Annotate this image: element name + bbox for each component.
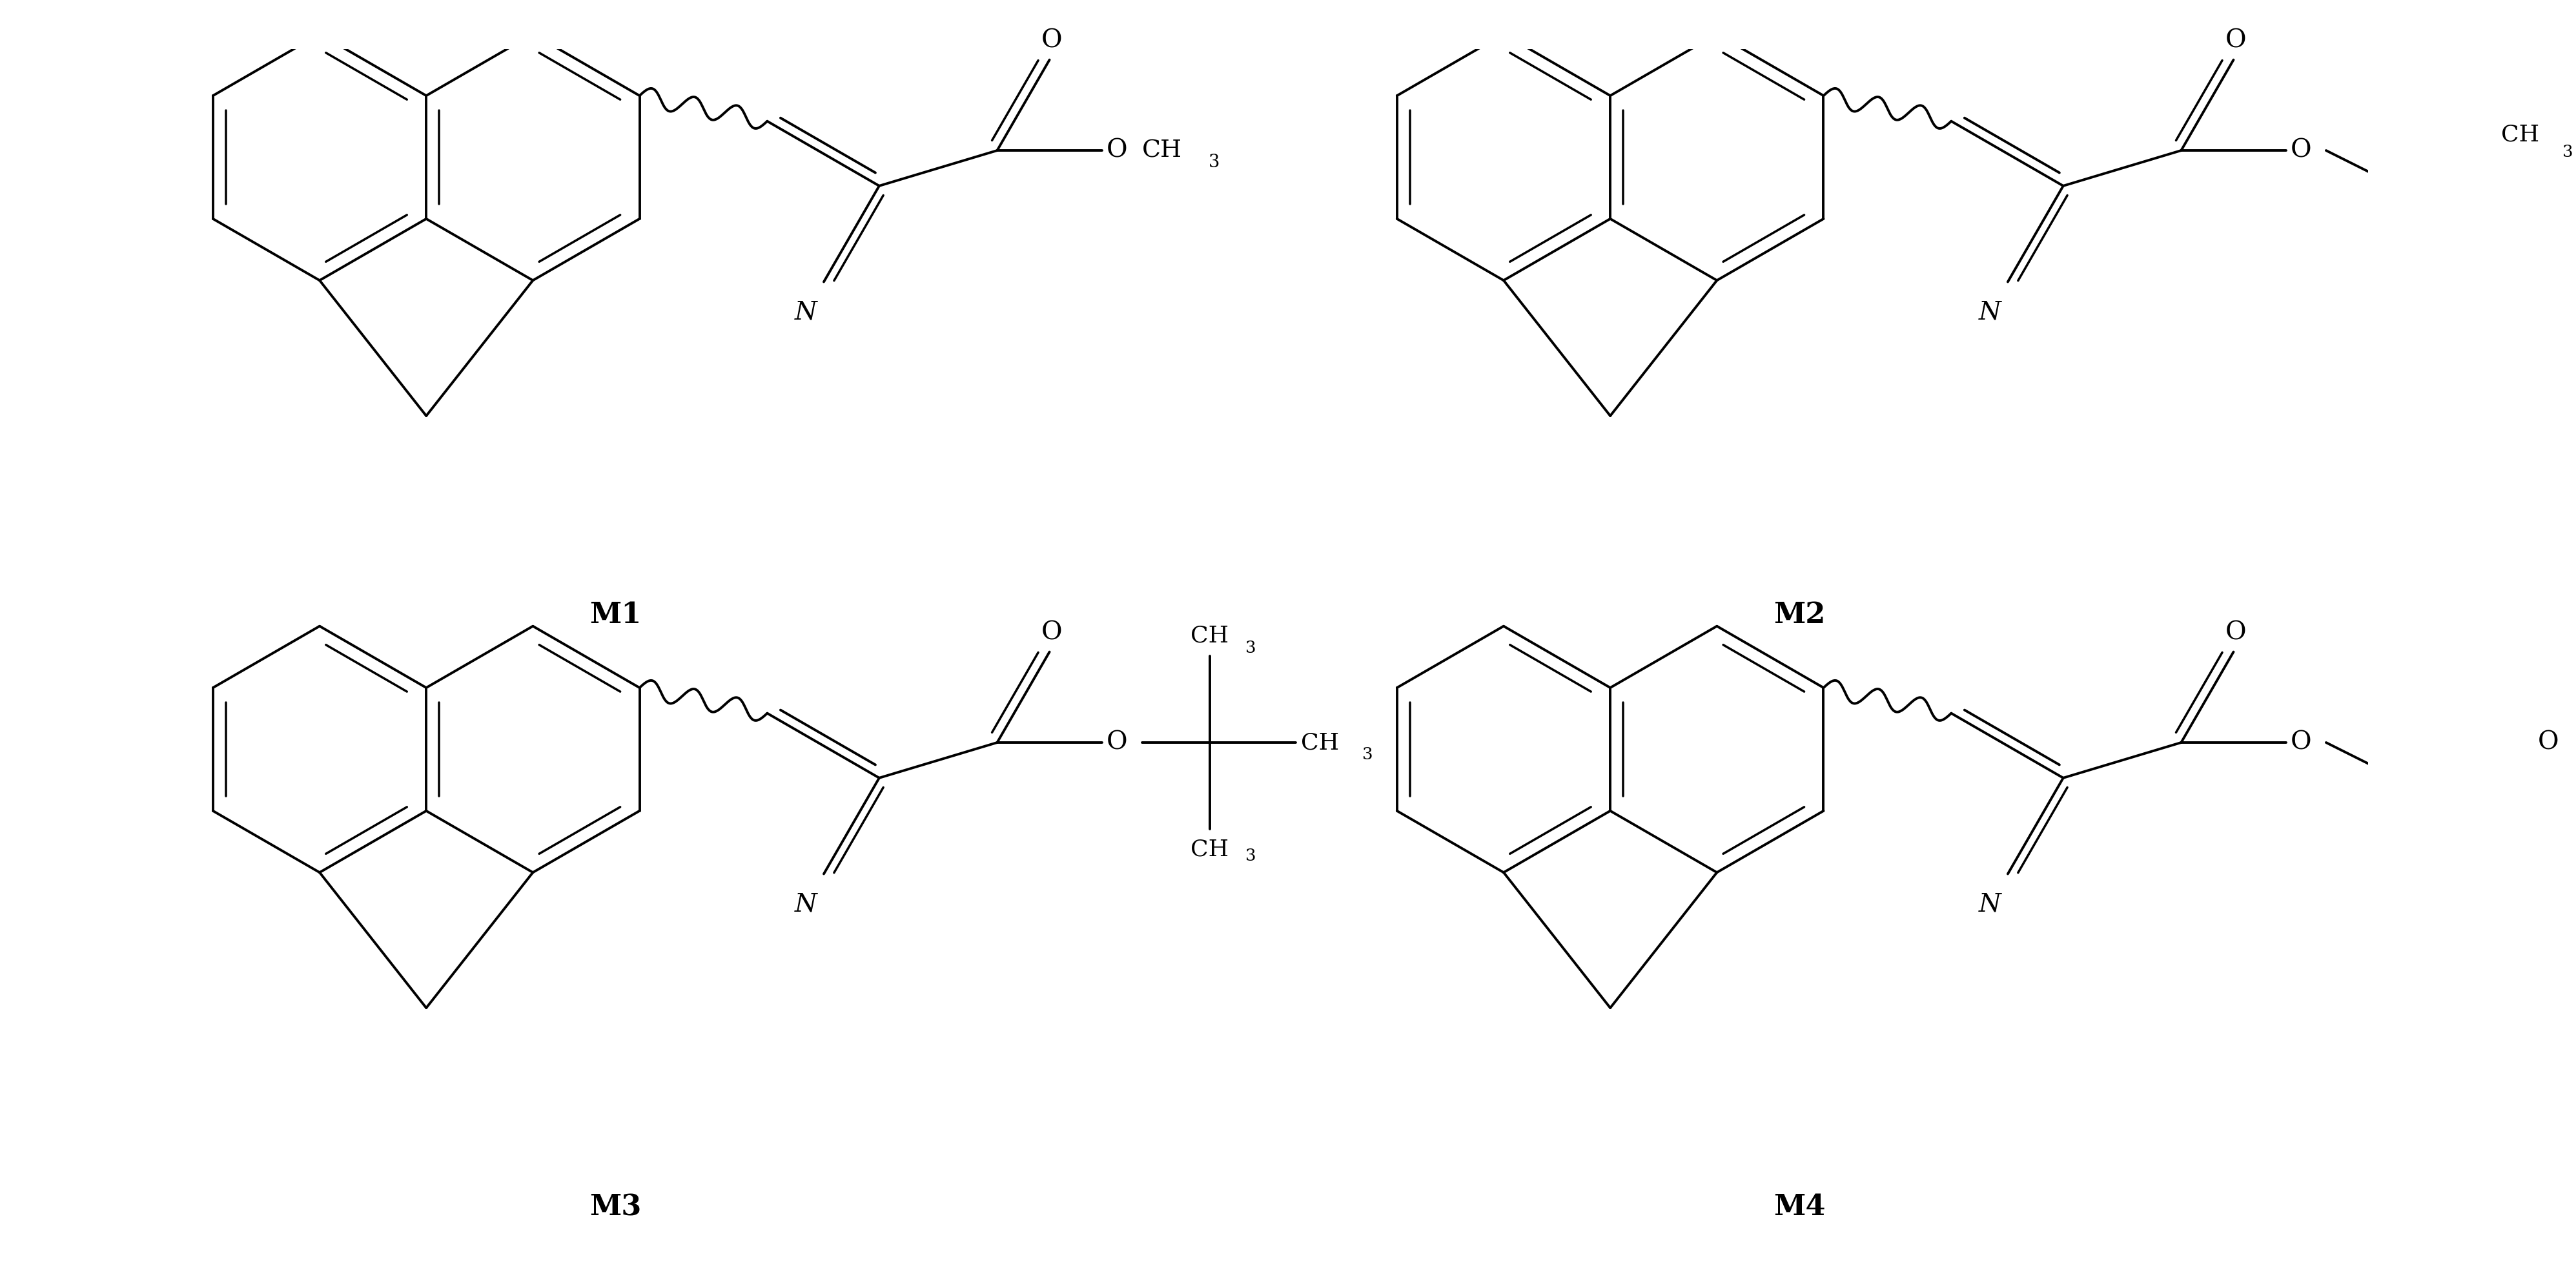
- Text: O: O: [1108, 730, 1128, 754]
- Text: O: O: [1108, 139, 1128, 163]
- Text: O: O: [2290, 139, 2311, 163]
- Text: O: O: [1041, 620, 1061, 644]
- Text: O: O: [2226, 620, 2246, 644]
- Text: CH: CH: [1190, 625, 1229, 647]
- Text: N: N: [1978, 893, 2002, 917]
- Text: 3: 3: [2563, 144, 2573, 160]
- Text: O: O: [1041, 29, 1061, 53]
- Text: O: O: [2226, 29, 2246, 53]
- Text: CH: CH: [2501, 124, 2540, 146]
- Text: N: N: [1978, 300, 2002, 324]
- Text: 3: 3: [1363, 747, 1373, 763]
- Text: N: N: [796, 893, 817, 917]
- Text: M2: M2: [1775, 601, 1826, 629]
- Text: CH: CH: [1141, 139, 1182, 163]
- Text: 3: 3: [1244, 641, 1257, 656]
- Text: M4: M4: [1775, 1193, 1826, 1221]
- Text: M3: M3: [590, 1193, 641, 1221]
- Text: 3: 3: [1208, 154, 1218, 171]
- Text: O: O: [2537, 730, 2558, 754]
- Text: M1: M1: [590, 601, 641, 629]
- Text: 3: 3: [1244, 847, 1257, 864]
- Text: N: N: [796, 300, 817, 324]
- Text: O: O: [2290, 730, 2311, 754]
- Text: CH: CH: [1301, 731, 1340, 754]
- Text: CH: CH: [1190, 839, 1229, 860]
